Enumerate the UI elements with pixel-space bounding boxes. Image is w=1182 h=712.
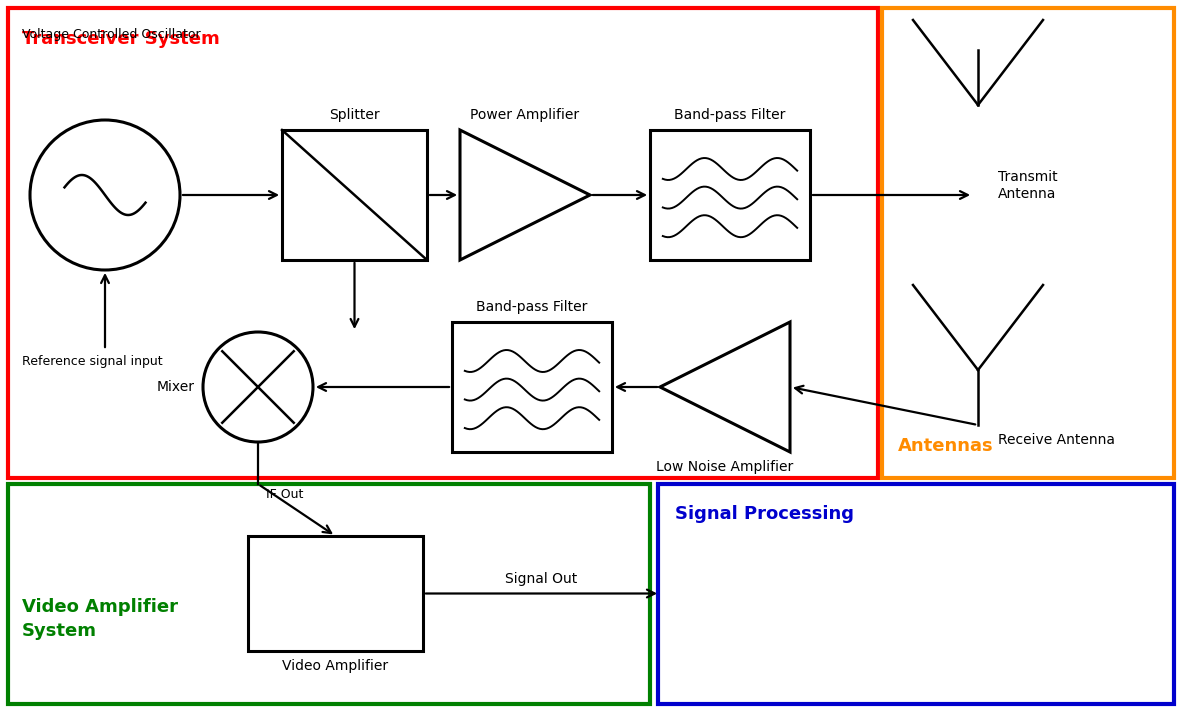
Text: Voltage Controlled Oscillator: Voltage Controlled Oscillator [22,28,201,41]
Polygon shape [460,130,590,260]
Text: Transceiver System: Transceiver System [22,30,220,48]
Text: Video Amplifier
System: Video Amplifier System [22,598,178,640]
Circle shape [30,120,180,270]
Text: Low Noise Amplifier: Low Noise Amplifier [656,460,793,474]
Bar [650,130,810,260]
Circle shape [203,332,313,442]
Text: Receive Antenna: Receive Antenna [998,433,1115,447]
Text: Signal Out: Signal Out [506,572,578,585]
Text: Mixer: Mixer [157,380,195,394]
Text: Splitter: Splitter [330,108,379,122]
Bar [882,8,1174,478]
Text: Band-pass Filter: Band-pass Filter [674,108,786,122]
Bar [248,536,423,651]
Bar [282,130,427,260]
Text: IF Out: IF Out [266,488,304,501]
Text: Signal Processing: Signal Processing [675,505,855,523]
Bar [452,322,612,452]
Polygon shape [660,322,790,452]
Bar [8,8,878,478]
Text: Antennas: Antennas [898,437,994,455]
Text: Power Amplifier: Power Amplifier [470,108,579,122]
Text: Video Amplifier: Video Amplifier [282,659,389,673]
Text: Transmit
Antenna: Transmit Antenna [998,170,1058,201]
Bar [658,484,1174,704]
Text: Band-pass Filter: Band-pass Filter [476,300,587,314]
Bar [8,484,650,704]
Text: Reference signal input: Reference signal input [22,355,163,368]
